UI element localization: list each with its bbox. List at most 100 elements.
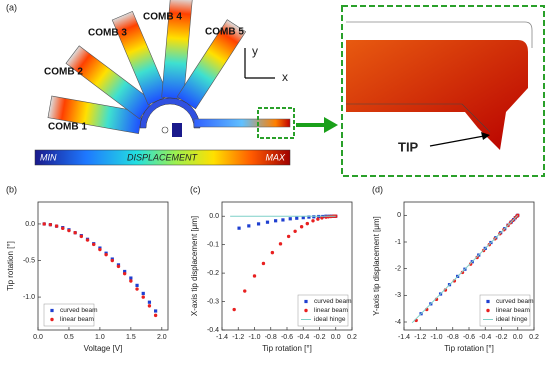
- panel-a: (a) COMB 1 COMB 2 COMB 3 COMB 4 COMB 5 y…: [6, 0, 545, 177]
- point: [247, 224, 251, 228]
- point: [232, 307, 236, 312]
- point: [468, 262, 473, 266]
- point: [307, 215, 311, 219]
- point: [123, 269, 127, 274]
- point: [73, 231, 77, 235]
- x-axis-title: Tip rotation [°]: [444, 344, 494, 353]
- point: [141, 295, 145, 299]
- y-axis-title: Tip rotation [°]: [6, 241, 15, 291]
- colorbar-label: DISPLACEMENT: [127, 152, 199, 162]
- y-tick-label: -0.4: [207, 327, 219, 334]
- colorbar: [34, 149, 291, 166]
- comb-label: COMB 4: [143, 12, 182, 23]
- x-tick-label: -0.6: [463, 334, 475, 341]
- x-tick-label: 0.0: [331, 334, 341, 341]
- point: [261, 261, 266, 266]
- point: [92, 242, 96, 247]
- panel-label: (c): [190, 184, 201, 194]
- legend-label: curved beam: [496, 298, 534, 305]
- point: [110, 258, 114, 263]
- y-tick-label: -0.2: [207, 270, 219, 277]
- point: [48, 222, 53, 227]
- y-axis-title: Y-axis tip displacement [μm]: [372, 216, 381, 315]
- point: [256, 222, 261, 226]
- axis-label: y: [252, 44, 258, 58]
- legend-label: ideal hinge: [314, 316, 346, 323]
- x-tick-label: 0.2: [529, 334, 539, 341]
- x-tick-label: -0.6: [281, 334, 293, 341]
- x-tick-label: 0.5: [64, 334, 74, 341]
- y-tick-label: -0.5: [23, 257, 35, 264]
- point: [98, 247, 102, 252]
- point: [135, 287, 139, 291]
- y-axis-title: X-axis tip displacement [μm]: [190, 216, 199, 316]
- point: [129, 279, 133, 283]
- x-tick-label: 0.0: [513, 334, 523, 341]
- x-axis-title: Voltage [V]: [84, 344, 123, 353]
- point: [281, 218, 285, 222]
- legend-label: curved beam: [60, 307, 98, 314]
- point: [274, 219, 278, 223]
- y-tick-label: 0.0: [209, 213, 219, 220]
- point: [54, 224, 59, 228]
- y-tick-label: -4: [395, 319, 401, 326]
- point: [301, 216, 305, 220]
- colorbar-min: MIN: [40, 152, 57, 162]
- point: [265, 220, 270, 224]
- x-axis-title: Tip rotation [°]: [262, 344, 312, 353]
- combs: [47, 0, 247, 137]
- legend-label: linear beam: [60, 316, 94, 323]
- point: [286, 234, 291, 239]
- axis-label: x: [282, 70, 288, 84]
- point: [460, 270, 465, 275]
- y-tick-label: -1.0: [23, 294, 35, 301]
- outline: [346, 103, 491, 133]
- point: [278, 242, 283, 246]
- legend-label: linear beam: [314, 307, 348, 314]
- anchor: [172, 123, 182, 137]
- panel-label: (d): [372, 184, 383, 194]
- x-tick-label: -1.2: [414, 334, 426, 341]
- x-tick-label: 2.0: [157, 334, 167, 341]
- comb-label: COMB 3: [88, 28, 127, 39]
- y-tick-label: -0.3: [207, 298, 219, 305]
- outline: [346, 21, 533, 48]
- x-tick-label: 0.0: [33, 334, 43, 341]
- point: [320, 216, 324, 220]
- zoom-arrow-head: [324, 117, 338, 133]
- point: [316, 217, 320, 221]
- point: [312, 215, 316, 219]
- legend-label: ideal hinge: [496, 316, 528, 323]
- tip-arrow: [429, 135, 485, 147]
- x-tick-label: 1.5: [126, 334, 136, 341]
- comb-label: COMB 1: [48, 122, 87, 133]
- x-tick-label: -0.8: [447, 334, 459, 341]
- beam: [193, 118, 291, 128]
- point: [79, 234, 84, 239]
- x-tick-label: -1.0: [430, 334, 442, 341]
- point: [293, 229, 297, 233]
- point: [42, 222, 46, 226]
- point: [237, 226, 241, 230]
- y-tick-label: -1: [395, 239, 401, 246]
- point: [147, 300, 152, 304]
- x-tick-label: -1.2: [232, 334, 244, 341]
- x-tick-label: 1.0: [95, 334, 105, 341]
- point: [311, 219, 315, 223]
- y-tick-label: -3: [395, 292, 401, 299]
- x-tick-label: -1.4: [216, 334, 228, 341]
- point: [270, 250, 275, 255]
- legend-label: linear beam: [496, 307, 530, 314]
- plot-frame: [37, 201, 169, 331]
- point: [122, 271, 127, 276]
- x-tick-label: -1.4: [398, 334, 410, 341]
- y-tick-label: -2: [395, 266, 401, 273]
- point: [135, 283, 139, 287]
- point: [85, 238, 90, 242]
- point: [295, 216, 299, 220]
- panel-label: (b): [6, 184, 17, 194]
- point: [243, 289, 247, 293]
- hub: [139, 97, 201, 129]
- point: [153, 313, 158, 318]
- y-tick-label: 0.0: [25, 221, 35, 228]
